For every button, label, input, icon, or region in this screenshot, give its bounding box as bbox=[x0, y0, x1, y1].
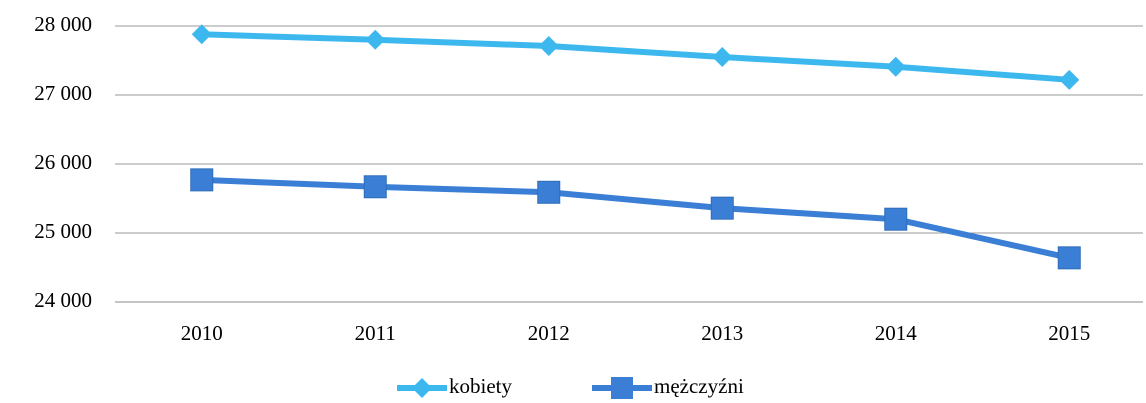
y-tick-label: 26 000 bbox=[34, 150, 92, 174]
point-marker bbox=[190, 168, 214, 192]
point-marker bbox=[712, 47, 733, 68]
x-tick-label: 2011 bbox=[355, 321, 396, 345]
legend-label: kobiety bbox=[449, 374, 512, 398]
x-tick-label: 2010 bbox=[181, 321, 223, 345]
point-marker bbox=[710, 196, 734, 220]
point-marker bbox=[537, 180, 561, 204]
legend-marker bbox=[611, 377, 633, 399]
x-tick-label: 2015 bbox=[1048, 321, 1090, 345]
y-tick-label: 27 000 bbox=[34, 81, 92, 105]
x-tick-label: 2012 bbox=[528, 321, 570, 345]
point-marker bbox=[884, 207, 908, 231]
point-marker bbox=[365, 29, 386, 50]
y-tick-label: 24 000 bbox=[34, 288, 92, 312]
x-tick-label: 2014 bbox=[875, 321, 918, 345]
point-marker bbox=[191, 24, 212, 45]
y-tick-label: 25 000 bbox=[34, 219, 92, 243]
point-marker bbox=[885, 56, 906, 77]
series-line bbox=[201, 31, 1070, 83]
x-tick-label: 2013 bbox=[701, 321, 743, 345]
series-line bbox=[201, 176, 1070, 261]
legend-label: mężczyźni bbox=[654, 374, 744, 398]
y-tick-label: 28 000 bbox=[34, 12, 92, 36]
point-marker bbox=[1059, 69, 1080, 90]
point-marker bbox=[1057, 246, 1081, 270]
point-marker bbox=[363, 175, 387, 199]
legend-marker bbox=[412, 378, 432, 398]
point-marker bbox=[538, 36, 559, 57]
